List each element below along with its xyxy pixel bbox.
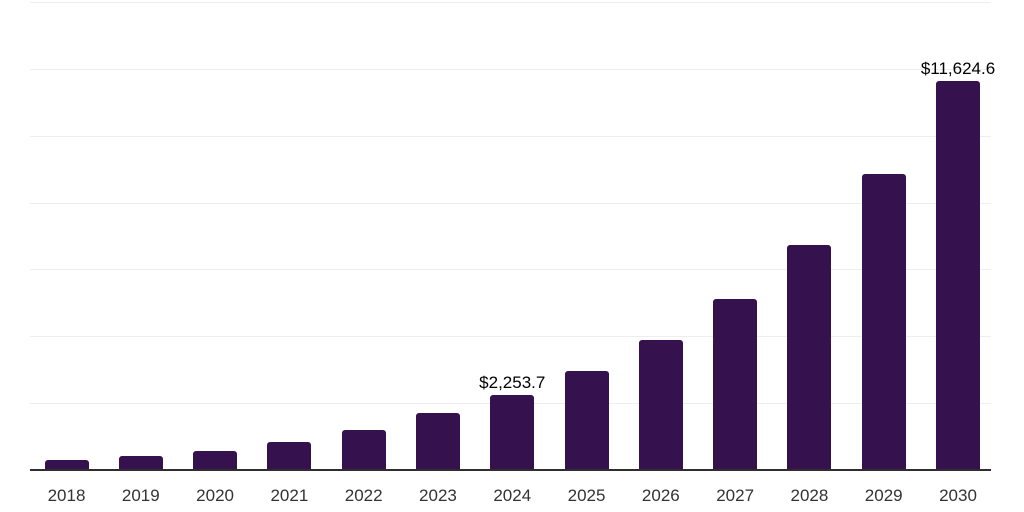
bar-2027 xyxy=(713,298,758,470)
x-tick-2030: 2030 xyxy=(939,486,977,505)
bar-2024 xyxy=(490,394,535,470)
data-label-2024: $2,253.7 xyxy=(479,372,546,392)
bar-2028 xyxy=(787,245,832,470)
bar-2029 xyxy=(861,174,906,470)
bar-2021 xyxy=(267,442,312,470)
gridline-4000 xyxy=(30,336,991,338)
gridline-10000 xyxy=(30,135,991,137)
bar-2018 xyxy=(44,459,89,470)
x-tick-2026: 2026 xyxy=(641,486,680,505)
x-tick-2028: 2028 xyxy=(790,486,829,505)
x-tick-2022: 2022 xyxy=(344,486,383,505)
x-tick-2019: 2019 xyxy=(121,486,160,505)
gridline-6000 xyxy=(30,269,991,271)
gridline-8000 xyxy=(30,202,991,204)
gridline-12000 xyxy=(30,68,991,70)
data-label-2030: $11,624.6 xyxy=(920,59,996,79)
x-tick-2025: 2025 xyxy=(567,486,606,505)
x-tick-2029: 2029 xyxy=(864,486,903,505)
x-tick-2023: 2023 xyxy=(419,486,457,505)
bar-2025 xyxy=(564,370,609,470)
x-tick-2021: 2021 xyxy=(270,486,309,505)
x-tick-2020: 2020 xyxy=(196,486,234,505)
bar-2022 xyxy=(341,429,386,470)
bar-2020 xyxy=(193,450,238,470)
bar-2023 xyxy=(415,412,460,470)
x-tick-2018: 2018 xyxy=(47,486,86,505)
x-tick-2027: 2027 xyxy=(716,486,755,505)
gridline-14000 xyxy=(30,2,991,3)
bar-2030 xyxy=(936,81,980,470)
bar-2026 xyxy=(638,339,683,470)
x-axis-line xyxy=(30,469,991,471)
x-tick-2024: 2024 xyxy=(493,486,532,505)
bar-2019 xyxy=(118,456,163,470)
